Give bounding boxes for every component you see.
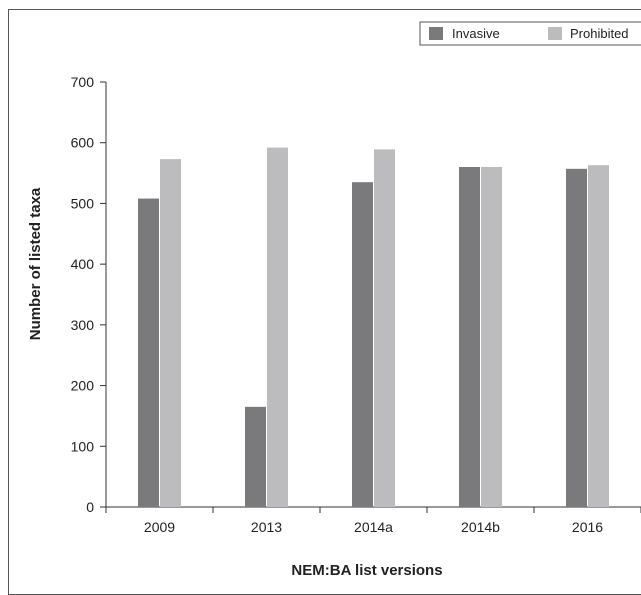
legend-swatch-invasive (429, 27, 443, 40)
x-axis-title: NEM:BA list versions (291, 562, 442, 579)
bar-invasive-2014b (459, 167, 480, 507)
y-axis: 0 100 200 300 400 500 600 700 (71, 74, 107, 515)
bar-invasive-2016 (566, 168, 587, 508)
bar-invasive-2013 (245, 406, 266, 507)
chart-frame (8, 9, 641, 595)
legend: Invasive Prohibited (419, 21, 641, 46)
y-tick-label: 0 (86, 499, 94, 515)
y-axis-title: Number of listed taxa (27, 187, 44, 340)
x-tick-label: 2013 (251, 519, 282, 535)
bar-prohibited-2016 (588, 165, 609, 507)
x-tick-label: 2016 (572, 519, 603, 535)
x-tick-label: 2014b (461, 519, 500, 535)
y-tick-label: 200 (71, 378, 95, 394)
bar-prohibited-2009 (160, 159, 181, 507)
legend-label-prohibited: Prohibited (570, 26, 629, 41)
legend-swatch-prohibited (548, 27, 562, 40)
x-axis: 2009 2013 2014a 2014b 2016 (105, 506, 641, 535)
bar-prohibited-2013 (267, 147, 288, 508)
y-tick-label: 600 (71, 135, 95, 151)
bar-prohibited-2014a (374, 149, 395, 507)
y-tick-label: 400 (71, 256, 95, 272)
y-tick-label: 300 (71, 317, 95, 333)
x-tick-label: 2009 (144, 519, 175, 535)
bar-prohibited-2014b (481, 167, 502, 507)
bars (138, 147, 609, 508)
bar-invasive-2014a (352, 182, 373, 507)
x-tick-label: 2014a (354, 519, 393, 535)
y-tick-label: 100 (71, 438, 95, 454)
y-tick-label: 500 (71, 195, 95, 211)
legend-box (419, 21, 641, 46)
legend-label-invasive: Invasive (452, 26, 500, 41)
y-tick-label: 700 (71, 74, 95, 90)
bar-invasive-2009 (138, 198, 159, 508)
